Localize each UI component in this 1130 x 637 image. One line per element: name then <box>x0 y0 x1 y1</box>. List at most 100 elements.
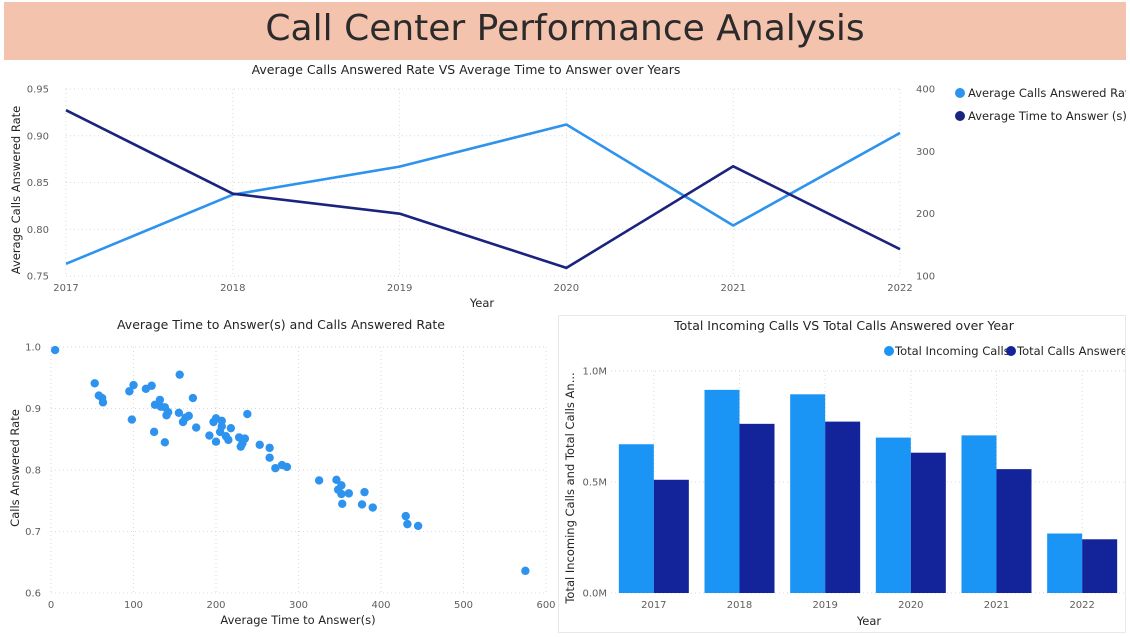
scatter-point <box>90 379 99 388</box>
scatter-x-tick: 100 <box>124 600 143 611</box>
scatter-chart-x-label: Average Time to Answer(s) <box>220 613 375 627</box>
scatter-point <box>184 411 193 421</box>
scatter-point <box>337 481 346 490</box>
title-banner: Call Center Performance Analysis <box>4 2 1126 61</box>
scatter-y-tick: 0.7 <box>25 527 41 538</box>
bar-total-incoming <box>875 437 911 593</box>
scatter-point <box>192 423 201 432</box>
bar-total-incoming <box>618 444 654 593</box>
bar-total-answered <box>653 479 689 593</box>
bar-x-tick: 2018 <box>727 600 752 611</box>
bar-chart-y-label: Total Incoming Calls and Total Calls An.… <box>563 372 577 604</box>
bar-x-tick: 2022 <box>1069 600 1094 611</box>
bar-y-tick: 1.0M <box>582 367 607 378</box>
scatter-point <box>265 443 274 453</box>
scatter-point <box>155 395 165 405</box>
scatter-chart-panel[interactable]: Average Time to Answer(s) and Calls Answ… <box>4 313 556 633</box>
bar-total-incoming <box>961 435 997 593</box>
bar-x-tick: 2017 <box>641 600 666 611</box>
scatter-x-tick: 200 <box>206 600 225 611</box>
scatter-x-tick: 400 <box>371 600 390 611</box>
scatter-point <box>217 416 226 425</box>
bar-chart-x-label: Year <box>856 614 882 628</box>
line-chart-y-label: Average Calls Answered Rate <box>9 106 23 275</box>
scatter-point <box>127 415 137 424</box>
line-chart: Average Calls Answered Rate VS Average T… <box>9 62 1130 310</box>
scatter-point <box>224 435 233 445</box>
line-series-time-to-answer <box>65 109 901 270</box>
scatter-point <box>337 489 346 499</box>
bar-chart: Total Incoming Calls VS Total Calls Answ… <box>563 318 1130 628</box>
scatter-point <box>125 387 134 396</box>
scatter-point <box>205 431 214 440</box>
bar-total-incoming <box>790 394 826 593</box>
scatter-x-tick: 0 <box>48 600 54 611</box>
scatter-point <box>403 519 412 529</box>
scatter-point <box>360 487 369 497</box>
line-chart-y2-tick: 100 <box>916 272 935 283</box>
line-chart-y-tick: 0.75 <box>27 272 49 283</box>
line-chart-y-tick: 0.90 <box>27 131 49 142</box>
bar-total-answered <box>739 423 775 593</box>
scatter-point <box>344 489 354 498</box>
legend-marker <box>955 88 965 98</box>
line-chart-x-label: Year <box>469 296 495 310</box>
scatter-point <box>174 408 184 418</box>
scatter-y-tick: 0.6 <box>25 589 41 600</box>
scatter-point <box>338 499 347 509</box>
scatter-point <box>175 370 184 379</box>
scatter-point <box>521 566 530 576</box>
legend-marker <box>1006 346 1016 356</box>
legend-marker <box>955 111 965 121</box>
bar-total-answered <box>996 469 1032 593</box>
scatter-point <box>226 423 236 433</box>
line-chart-x-tick: 2017 <box>53 283 78 294</box>
page-title: Call Center Performance Analysis <box>265 8 865 49</box>
scatter-point <box>149 427 159 437</box>
bar-total-answered <box>1082 539 1118 593</box>
line-chart-y2-tick: 200 <box>916 209 935 220</box>
bar-chart-panel[interactable]: Total Incoming Calls VS Total Calls Answ… <box>558 315 1130 633</box>
line-chart-y-tick: 0.95 <box>27 85 49 96</box>
scatter-point <box>129 380 138 390</box>
scatter-point <box>401 511 410 521</box>
legend-label: Total Calls Answered <box>1016 344 1125 358</box>
line-chart-x-tick: 2021 <box>720 283 745 294</box>
legend-marker <box>884 346 894 356</box>
bar-chart-title: Total Incoming Calls VS Total Calls Answ… <box>673 318 1015 333</box>
scatter-point <box>211 437 221 446</box>
line-chart-panel[interactable]: Average Calls Answered Rate VS Average T… <box>4 60 1130 312</box>
bar-x-tick: 2021 <box>984 600 1009 611</box>
line-series-answered-rate <box>65 123 901 266</box>
scatter-y-tick: 0.9 <box>25 404 41 415</box>
legend-label: Total Incoming Calls <box>894 344 1010 358</box>
scatter-chart: Average Time to Answer(s) and Calls Answ… <box>8 317 556 627</box>
scatter-point <box>160 438 170 447</box>
scatter-point <box>332 475 341 485</box>
scatter-point <box>243 409 252 419</box>
scatter-point <box>413 521 423 531</box>
line-chart-x-tick: 2019 <box>387 283 412 294</box>
scatter-point <box>240 434 250 443</box>
scatter-chart-y-label: Calls Answered Rate <box>8 409 22 527</box>
line-chart-title: Average Calls Answered Rate VS Average T… <box>252 62 681 77</box>
scatter-point <box>188 393 198 403</box>
line-chart-x-tick: 2020 <box>554 283 579 294</box>
legend-label: Average Time to Answer (s) <box>968 109 1126 123</box>
scatter-point <box>255 440 264 449</box>
bar-total-answered <box>910 452 946 593</box>
scatter-x-tick: 500 <box>454 600 473 611</box>
scatter-point <box>282 462 292 472</box>
line-chart-x-tick: 2022 <box>887 283 912 294</box>
scatter-x-tick: 300 <box>289 600 308 611</box>
scatter-point <box>50 345 60 355</box>
scatter-point <box>163 407 173 417</box>
scatter-point <box>357 500 367 509</box>
bar-x-tick: 2020 <box>898 600 923 611</box>
scatter-point <box>147 381 156 390</box>
line-chart-y2-tick: 400 <box>916 85 935 96</box>
scatter-chart-title: Average Time to Answer(s) and Calls Answ… <box>117 317 445 332</box>
bar-total-incoming <box>704 389 740 593</box>
line-chart-x-tick: 2018 <box>220 283 245 294</box>
bar-total-incoming <box>1047 533 1083 593</box>
